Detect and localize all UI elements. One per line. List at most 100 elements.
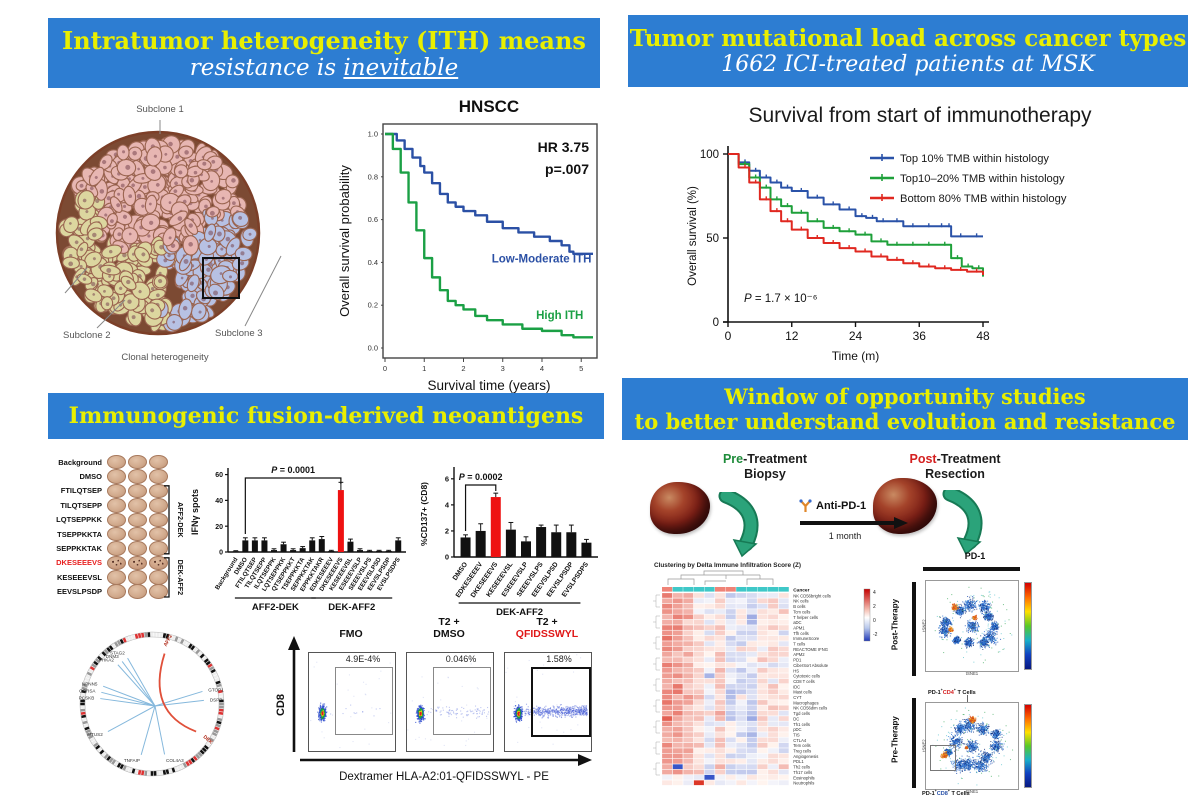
elispot-well [149,498,168,513]
elispot-peptide-label: SEPPKKTAK [56,544,102,554]
tumor-cells-illustration [45,98,335,378]
pre-therapy-bar [912,698,916,788]
svg-text:Low-Moderate ITH: Low-Moderate ITH [492,253,592,265]
subclone2-label: Subclone 2 [63,330,111,341]
flow-gate [335,667,393,735]
elispot-peptide-label: TSEPPKKTA [57,529,102,539]
svg-text:PD1: PD1 [793,658,802,663]
svg-text:aDC: aDC [793,620,801,625]
tsne1-axis-label: tSNE1 [965,789,979,794]
banner-tmb-line1: Tumor mutational load across cancer type… [629,25,1187,52]
elispot-well [128,541,147,556]
elispot-peptide-label: TILQTSEPP [60,500,102,510]
svg-text:40: 40 [215,498,223,505]
elispot-rows: Background DMSO FTILQTSEP TILQTSEPP LQTSEPPK… [44,454,194,599]
svg-text:High ITH: High ITH [536,310,583,322]
svg-text:PCSKB: PCSKB [79,695,95,700]
svg-text:GTOP1: GTOP1 [208,687,224,692]
svg-text:6: 6 [445,474,449,483]
svg-text:NK CD56dim cells: NK CD56dim cells [793,706,827,711]
elispot-peptide-label: Background [58,457,102,467]
elispot-well [107,584,126,599]
tsne-pre-plot [926,703,1018,789]
svg-text:48: 48 [976,329,990,343]
elispot-row: DKESEEEVS [44,555,194,571]
banner-neoantigen: Immunogenic fusion-derived neoantigens [48,393,604,439]
flow-gate-percentage: 1.58% [546,654,572,664]
elispot-row: FTILQTSEP [44,483,194,499]
hnscc-km-chart: HNSCC 0.0 0.2 0.4 0.6 0.8 1.0 0 1 2 3 4 5 Survival ti… [335,96,607,396]
elispot-row: EEVSLPSDP [44,584,194,599]
cd8-gate [930,745,956,771]
svg-text:P = 1.7 × 10⁻⁶: P = 1.7 × 10⁻⁶ [744,293,818,305]
elispot-well [107,454,126,470]
elispot-well [128,570,147,585]
banner-window: Window of opportunity studies to better … [622,378,1188,440]
svg-text:HR 3.75: HR 3.75 [538,139,590,155]
svg-text:60: 60 [215,472,223,479]
svg-text:AFF2-DEK: AFF2-DEK [252,602,299,613]
svg-text:0: 0 [383,364,387,373]
elispot-well [149,570,168,585]
elispot-well [149,469,168,484]
svg-text:0: 0 [445,553,449,562]
banner-window-line1: Window of opportunity studies [724,384,1086,409]
svg-text:T cells: T cells [793,642,805,647]
svg-text:Treg cells: Treg cells [793,749,811,754]
svg-text:AFF2: AFF2 [163,634,174,648]
svg-text:0.8: 0.8 [368,172,378,181]
tsne-pre-panel: tSNE1 tSNE2 [922,702,1019,794]
svg-text:4: 4 [873,590,876,596]
flow-gate [531,667,591,737]
subclone-diagram: Subclone 1 Subclone 2 Subclone 3 Clonal … [45,98,335,378]
svg-text:REACTOME IFNG: REACTOME IFNG [793,647,828,652]
tsne1-axis-label: tSNE1 [965,671,979,676]
subclone-annotations [64,120,282,329]
banner-tmb: Tumor mutational load across cancer type… [628,15,1188,87]
elispot-well [107,483,126,499]
svg-text:p=.007: p=.007 [545,161,589,177]
svg-text:DSPP: DSPP [210,697,223,702]
flow-panels: CD8 Dextramer HLA-A2:01-QFIDSSWYL - PE FMO… [272,610,604,795]
svg-text:0: 0 [725,329,732,343]
svg-text:T helper cells: T helper cells [793,615,818,620]
elispot-well [149,512,168,528]
svg-text:2: 2 [461,364,465,373]
svg-text:iDC: iDC [793,684,800,689]
tsne2-axis-label: tSNE2 [921,619,927,632]
svg-text:PHKA2: PHKA2 [99,658,115,663]
svg-text:AFF2-DEK: AFF2-DEK [176,502,185,538]
elispot-group-brackets: AFF2-DEK DEK-AFF2 [164,485,185,598]
svg-text:Overall survival (%): Overall survival (%) [687,186,699,286]
svg-text:DC: DC [793,716,799,721]
svg-text:DEK-AFF2: DEK-AFF2 [328,602,375,613]
svg-text:Neutrophils: Neutrophils [793,781,814,786]
svg-text:%CD137+ (CD8): %CD137+ (CD8) [419,482,429,546]
circos-fusion-plot: STAG2 DNM3 PHKA2 NPNN5 CORSA PCSKB MTUS2 TNFAIP… [52,616,252,792]
svg-text:NPNN5: NPNN5 [82,682,98,687]
antibody-icon [799,499,812,512]
svg-text:DEK-AFF2: DEK-AFF2 [176,560,185,596]
banner-tmb-line2: 1662 ICI-treated patients at MSK [721,52,1095,77]
svg-text:4: 4 [445,500,450,509]
flow-panel: 4.9E-4% [308,652,396,752]
svg-text:5: 5 [579,364,583,373]
svg-text:2: 2 [873,604,876,610]
curved-arrow-down-icon [942,490,983,556]
svg-text:TIS: TIS [793,732,800,737]
banner-window-line2: to better understand evolution and resis… [634,409,1176,434]
elispot-well [128,584,147,599]
svg-text:APM2: APM2 [793,652,805,657]
highlight-square [202,257,240,299]
svg-text:HS: HS [793,668,799,673]
svg-text:NK cells: NK cells [793,599,808,604]
flow-panel: 1.58% [504,652,592,752]
cd137-bar-chart: 0 2 4 6 %CD137+ (CD8) DMSO EDKESEEEV DKESEEEVS K… [418,455,608,633]
duration-label: 1 month [828,531,862,541]
curved-arrow-down-icon [718,492,759,558]
elispot-row: TILQTSEPP [44,498,194,513]
